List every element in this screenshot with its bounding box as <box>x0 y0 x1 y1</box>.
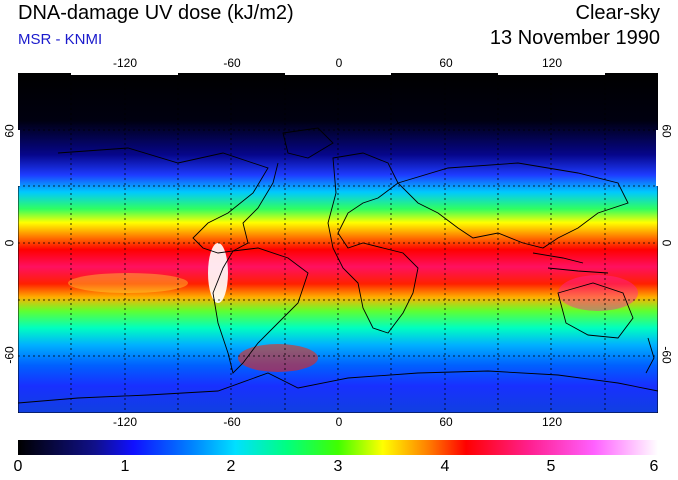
lon-tick-top: -120 <box>112 56 138 70</box>
southern-ocean-warm-patch <box>238 344 318 372</box>
colorbar-label: 4 <box>440 458 450 475</box>
lon-tick-bottom: 60 <box>439 415 453 429</box>
colorbar-label: 0 <box>13 458 23 475</box>
lat-tick-right: 0 <box>659 239 674 247</box>
frame-border <box>18 73 658 413</box>
lon-tick-top: 60 <box>439 56 453 70</box>
date-label: 13 November 1990 <box>489 27 660 49</box>
lon-tick-bottom: 0 <box>335 415 343 429</box>
lon-tick-top: 0 <box>335 56 343 70</box>
colorbar-label: 1 <box>120 458 130 475</box>
lat-tick-left: -60 <box>2 346 17 364</box>
lat-tick-right: -60 <box>659 346 674 364</box>
lat-tick-left: 0 <box>2 239 17 247</box>
lon-tick-top: 120 <box>541 56 563 70</box>
australia-high-dose-patch <box>558 275 638 311</box>
colorbar-label: 6 <box>649 458 659 475</box>
andes-high-dose-patch <box>208 243 228 303</box>
colorbar-label: 5 <box>546 458 556 475</box>
map-title: DNA-damage UV dose (kJ/m2) <box>18 2 294 24</box>
pacific-cloud-patch <box>68 273 188 293</box>
colorbar-label: 3 <box>333 458 343 475</box>
lon-tick-bottom: 120 <box>541 415 563 429</box>
lon-tick-top: -60 <box>223 56 241 70</box>
coastlines <box>18 127 658 404</box>
colorbar <box>18 440 658 455</box>
lat-tick-left: 60 <box>2 124 17 138</box>
lon-tick-bottom: -120 <box>112 415 138 429</box>
uv-dose-map <box>18 73 658 413</box>
lat-tick-right: 60 <box>659 124 674 138</box>
lon-tick-bottom: -60 <box>223 415 241 429</box>
graticule <box>18 73 658 413</box>
source-label: MSR - KNMI <box>18 31 103 48</box>
sky-condition: Clear-sky <box>575 2 660 24</box>
colorbar-label: 2 <box>226 458 236 475</box>
